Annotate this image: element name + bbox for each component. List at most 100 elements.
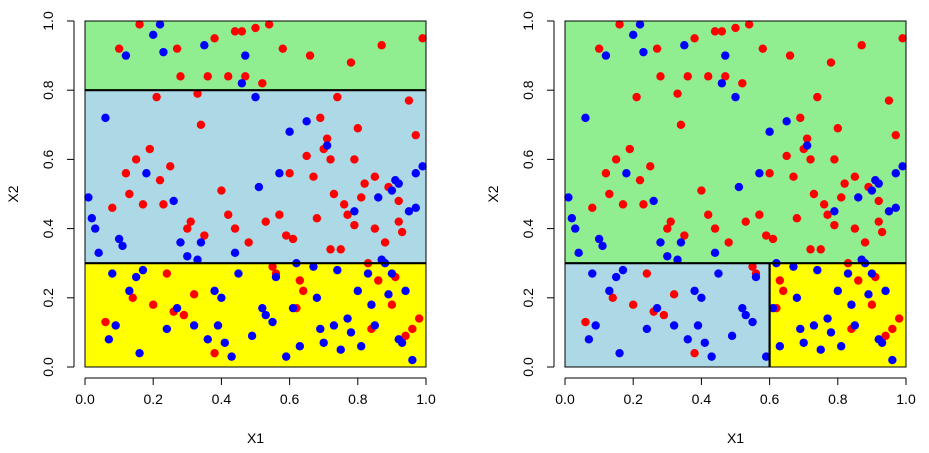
red-point-82 [656,72,665,81]
red-point-66 [155,175,165,185]
blue-point-15 [649,196,658,206]
plot-frame [564,20,907,368]
blue-point-63 [394,335,403,344]
red-point-5 [145,144,154,154]
plot-frame [84,20,427,368]
blue-point-20 [203,335,212,344]
red-point-60 [833,124,842,133]
red-point-21 [261,217,270,226]
blue-point-3 [101,113,110,123]
blue-point-11 [142,169,151,178]
x-tick-label-1: 0.2 [623,391,643,407]
x-tick-label-0: 0.0 [75,391,95,407]
blue-point-31 [275,169,284,178]
red-point-25 [768,234,778,244]
red-point-7 [159,200,168,209]
red-point-52 [704,72,713,81]
x-axis: 0.0 0.2 0.4 0.6 0.8 1.0 X1 [555,377,916,446]
x-tick-label-3: 0.6 [760,391,780,407]
blue-point-78 [367,300,376,309]
red-point-37 [850,224,860,233]
blue-point-57 [731,92,740,102]
red-point-50 [669,290,679,299]
region-1 [85,90,426,264]
red-point-18 [717,27,727,36]
blue-point-29 [741,310,750,320]
red-point-85 [792,214,802,223]
blue-point-51 [411,169,420,178]
blue-point-50 [404,207,414,216]
blue-point-77 [826,328,836,337]
red-point-68 [666,217,675,226]
blue-point-69 [193,255,202,264]
red-point-82 [176,72,185,81]
x-axis-label: X1 [247,430,264,446]
red-point-84 [285,169,294,178]
x-tick-label-5: 1.0 [416,391,436,407]
blue-point-27 [247,331,257,341]
blue-point-83 [411,203,420,213]
blue-point-77 [346,328,356,337]
red-point-80 [894,314,904,323]
red-point-54 [758,44,767,53]
red-point-71 [241,72,250,81]
red-point-25 [288,234,298,244]
red-point-42 [404,96,414,105]
y-tick-label-2: 0.4 [40,219,56,239]
blue-point-43 [357,342,366,351]
red-point-10 [183,224,192,233]
y-tick-label-0: 0.0 [40,357,56,377]
red-point-8 [166,162,175,171]
blue-point-37 [796,324,805,334]
blue-point-33 [288,303,298,313]
blue-point-18 [669,321,679,330]
red-point-44 [418,34,427,43]
blue-point-44 [843,269,853,278]
red-point-48 [162,269,172,278]
blue-point-52 [898,162,907,171]
red-point-35 [837,193,846,202]
blue-point-53 [601,51,611,60]
red-point-7 [639,200,648,209]
red-point-58 [813,92,822,102]
red-point-12 [196,120,206,129]
red-point-47 [149,300,158,309]
blue-point-11 [622,169,631,178]
blue-point-6 [114,234,124,244]
blue-point-71 [710,248,720,258]
blue-point-36 [309,262,318,271]
red-point-8 [646,162,655,171]
red-point-10 [663,224,672,233]
red-point-53 [258,79,267,88]
red-point-66 [635,175,645,185]
blue-point-21 [210,286,219,296]
y-tick-label-5: 1.0 [40,11,56,31]
blue-point-23 [700,338,710,347]
region-2 [85,21,426,91]
blue-point-28 [734,182,744,192]
blue-point-73 [751,272,761,282]
red-point-74 [806,155,815,164]
blue-point-8 [605,286,614,296]
blue-point-4 [584,335,594,344]
blue-point-81 [867,186,877,195]
blue-point-41 [343,314,352,323]
blue-point-38 [322,141,332,150]
blue-point-27 [727,331,737,341]
red-point-77 [374,276,383,285]
blue-point-73 [271,272,281,282]
red-point-14 [210,34,219,43]
red-point-71 [721,72,730,81]
red-point-52 [224,72,233,81]
red-point-56 [785,51,795,60]
red-point-56 [305,51,315,60]
red-point-23 [275,210,284,219]
red-point-34 [830,155,839,164]
red-point-11 [673,89,682,98]
blue-point-44 [363,269,373,278]
red-point-27 [302,151,311,161]
blue-point-62 [387,269,397,278]
red-point-32 [816,245,825,254]
blue-point-81 [387,186,397,195]
